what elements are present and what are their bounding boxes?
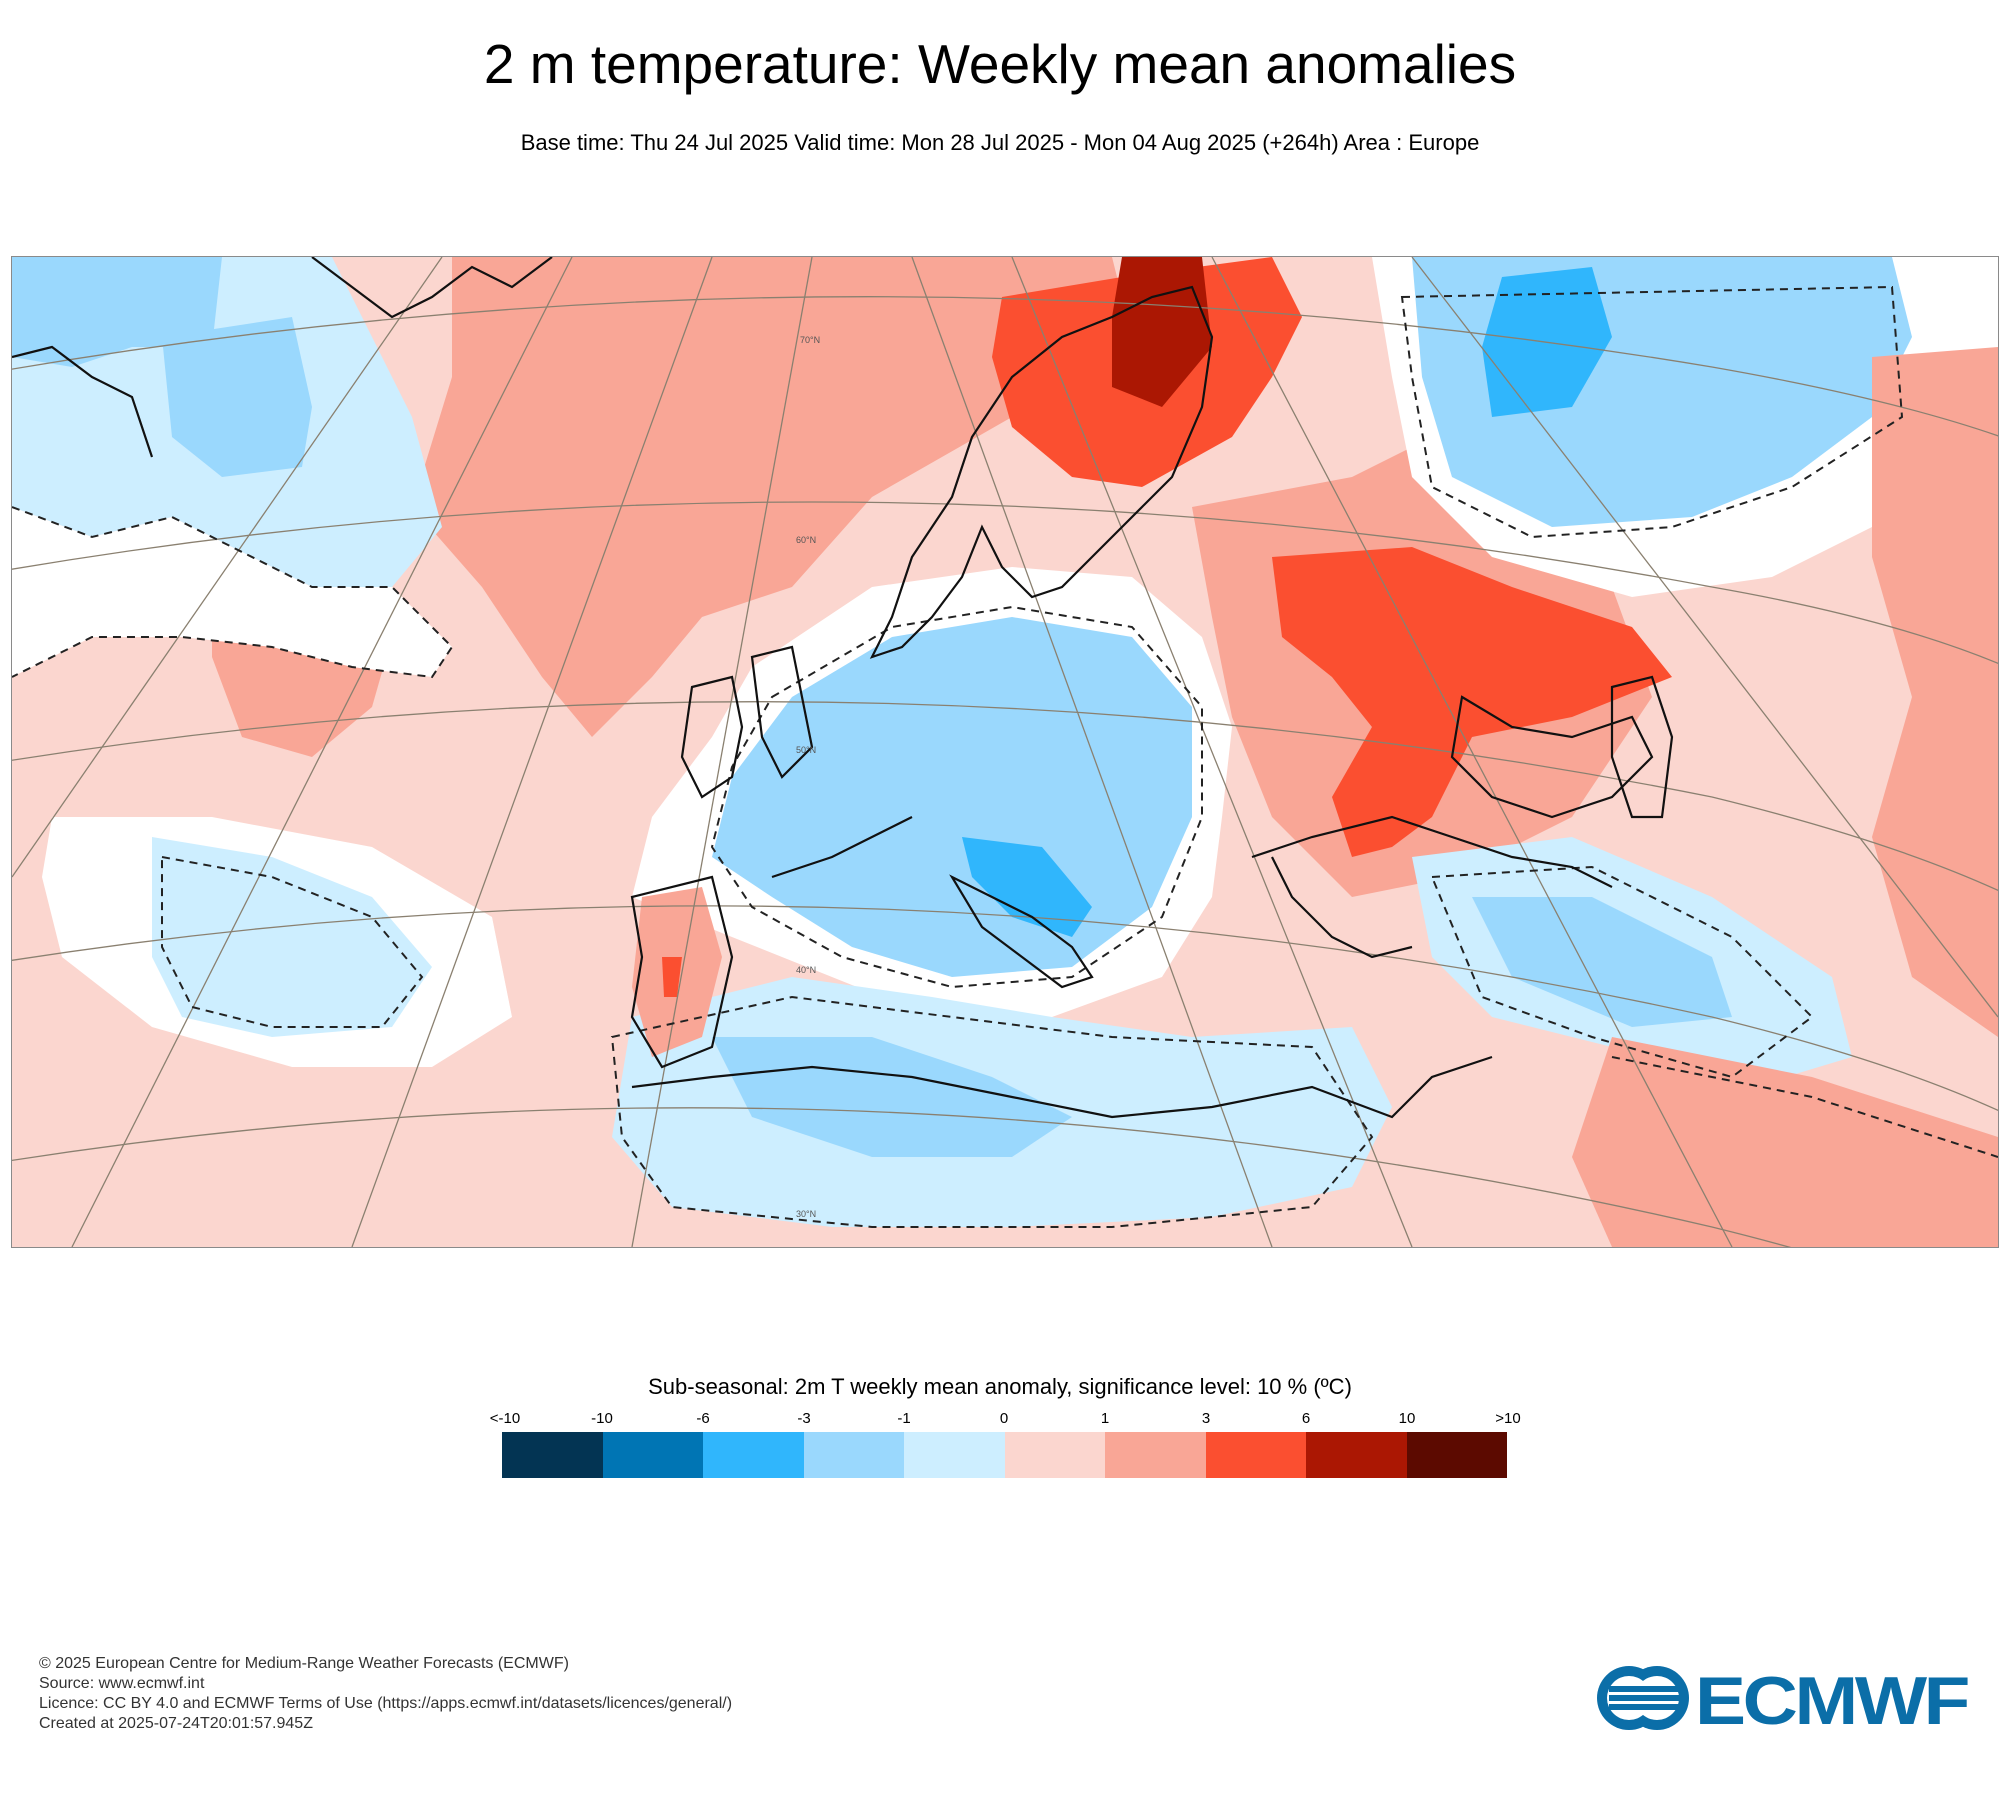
legend-swatch — [904, 1432, 1005, 1478]
greenland-neutral-ring — [12, 507, 452, 677]
far-east-warm — [1872, 347, 1998, 1037]
legend-swatch — [602, 1432, 703, 1478]
legend-swatch — [703, 1432, 804, 1478]
legend-tick: -6 — [696, 1410, 710, 1427]
legend-swatch — [1406, 1432, 1507, 1478]
legend-tick: 10 — [1398, 1410, 1416, 1427]
footer-copyright: © 2025 European Centre for Medium-Range … — [39, 1655, 569, 1672]
legend-tick: <-10 — [489, 1410, 521, 1427]
legend-tick: 3 — [1201, 1410, 1211, 1427]
lat-label-70: 70°N — [800, 335, 820, 345]
legend-swatch — [502, 1432, 603, 1478]
legend-tick: 0 — [999, 1410, 1009, 1427]
italy-cold — [962, 837, 1092, 937]
iberia-hot — [662, 957, 682, 997]
legend-tick: -1 — [897, 1410, 911, 1427]
significance-contours — [12, 285, 1998, 1228]
legend-swatch — [1306, 1432, 1407, 1478]
legend-tick-labels: <-10 -10 -6 -3 -1 0 1 3 6 10 >10 — [0, 1410, 2000, 1430]
footer: © 2025 European Centre for Medium-Range … — [39, 1654, 732, 1734]
legend-tick: -3 — [797, 1410, 811, 1427]
greenland-cool-core — [162, 317, 312, 477]
legend-tick: 1 — [1100, 1410, 1110, 1427]
middle-east-cool-core — [1472, 897, 1732, 1027]
ecmwf-logo-text: ECMWF — [1695, 1664, 1969, 1732]
anomaly-map: 70°N 60°N 50°N 40°N 30°N — [11, 256, 1999, 1248]
legend-swatch — [1105, 1432, 1206, 1478]
chart-subtitle: Base time: Thu 24 Jul 2025 Valid time: M… — [520, 130, 1480, 155]
coastlines — [12, 257, 1674, 1119]
labrador-cool — [12, 257, 222, 367]
legend-swatch — [1004, 1432, 1105, 1478]
footer-licence: Licence: CC BY 4.0 and ECMWF Terms of Us… — [39, 1695, 733, 1712]
map-canvas: 70°N 60°N 50°N 40°N 30°N — [12, 257, 1998, 1247]
lat-label-50: 50°N — [796, 745, 816, 755]
arabia-warm — [1392, 1117, 1572, 1247]
footer-created: Created at 2025-07-24T20:01:57.945Z — [39, 1715, 313, 1732]
lat-label-60: 60°N — [796, 535, 816, 545]
legend-title: Sub-seasonal: 2m T weekly mean anomaly, … — [648, 1374, 1352, 1399]
graticule — [12, 257, 1998, 1247]
ecmwf-logo: ECMWF — [1597, 1664, 1970, 1732]
northwest-russia-very-hot — [1112, 257, 1212, 407]
lat-label-30: 30°N — [796, 1209, 816, 1219]
footer-source: Source: www.ecmwf.int — [39, 1675, 205, 1692]
lat-label-40: 40°N — [796, 965, 816, 975]
legend-colorbar — [502, 1432, 1507, 1478]
legend-swatch — [803, 1432, 904, 1478]
chart-title: 2 m temperature: Weekly mean anomalies — [483, 33, 1517, 95]
central-asia-warm — [1572, 1037, 1998, 1247]
legend-tick: >10 — [1495, 1410, 1521, 1427]
atlantic-warm-region — [412, 257, 1132, 737]
legend-tick: 6 — [1301, 1410, 1311, 1427]
midatlantic-cool — [152, 837, 432, 1037]
legend-tick: -10 — [591, 1410, 613, 1427]
legend-swatch — [1205, 1432, 1306, 1478]
